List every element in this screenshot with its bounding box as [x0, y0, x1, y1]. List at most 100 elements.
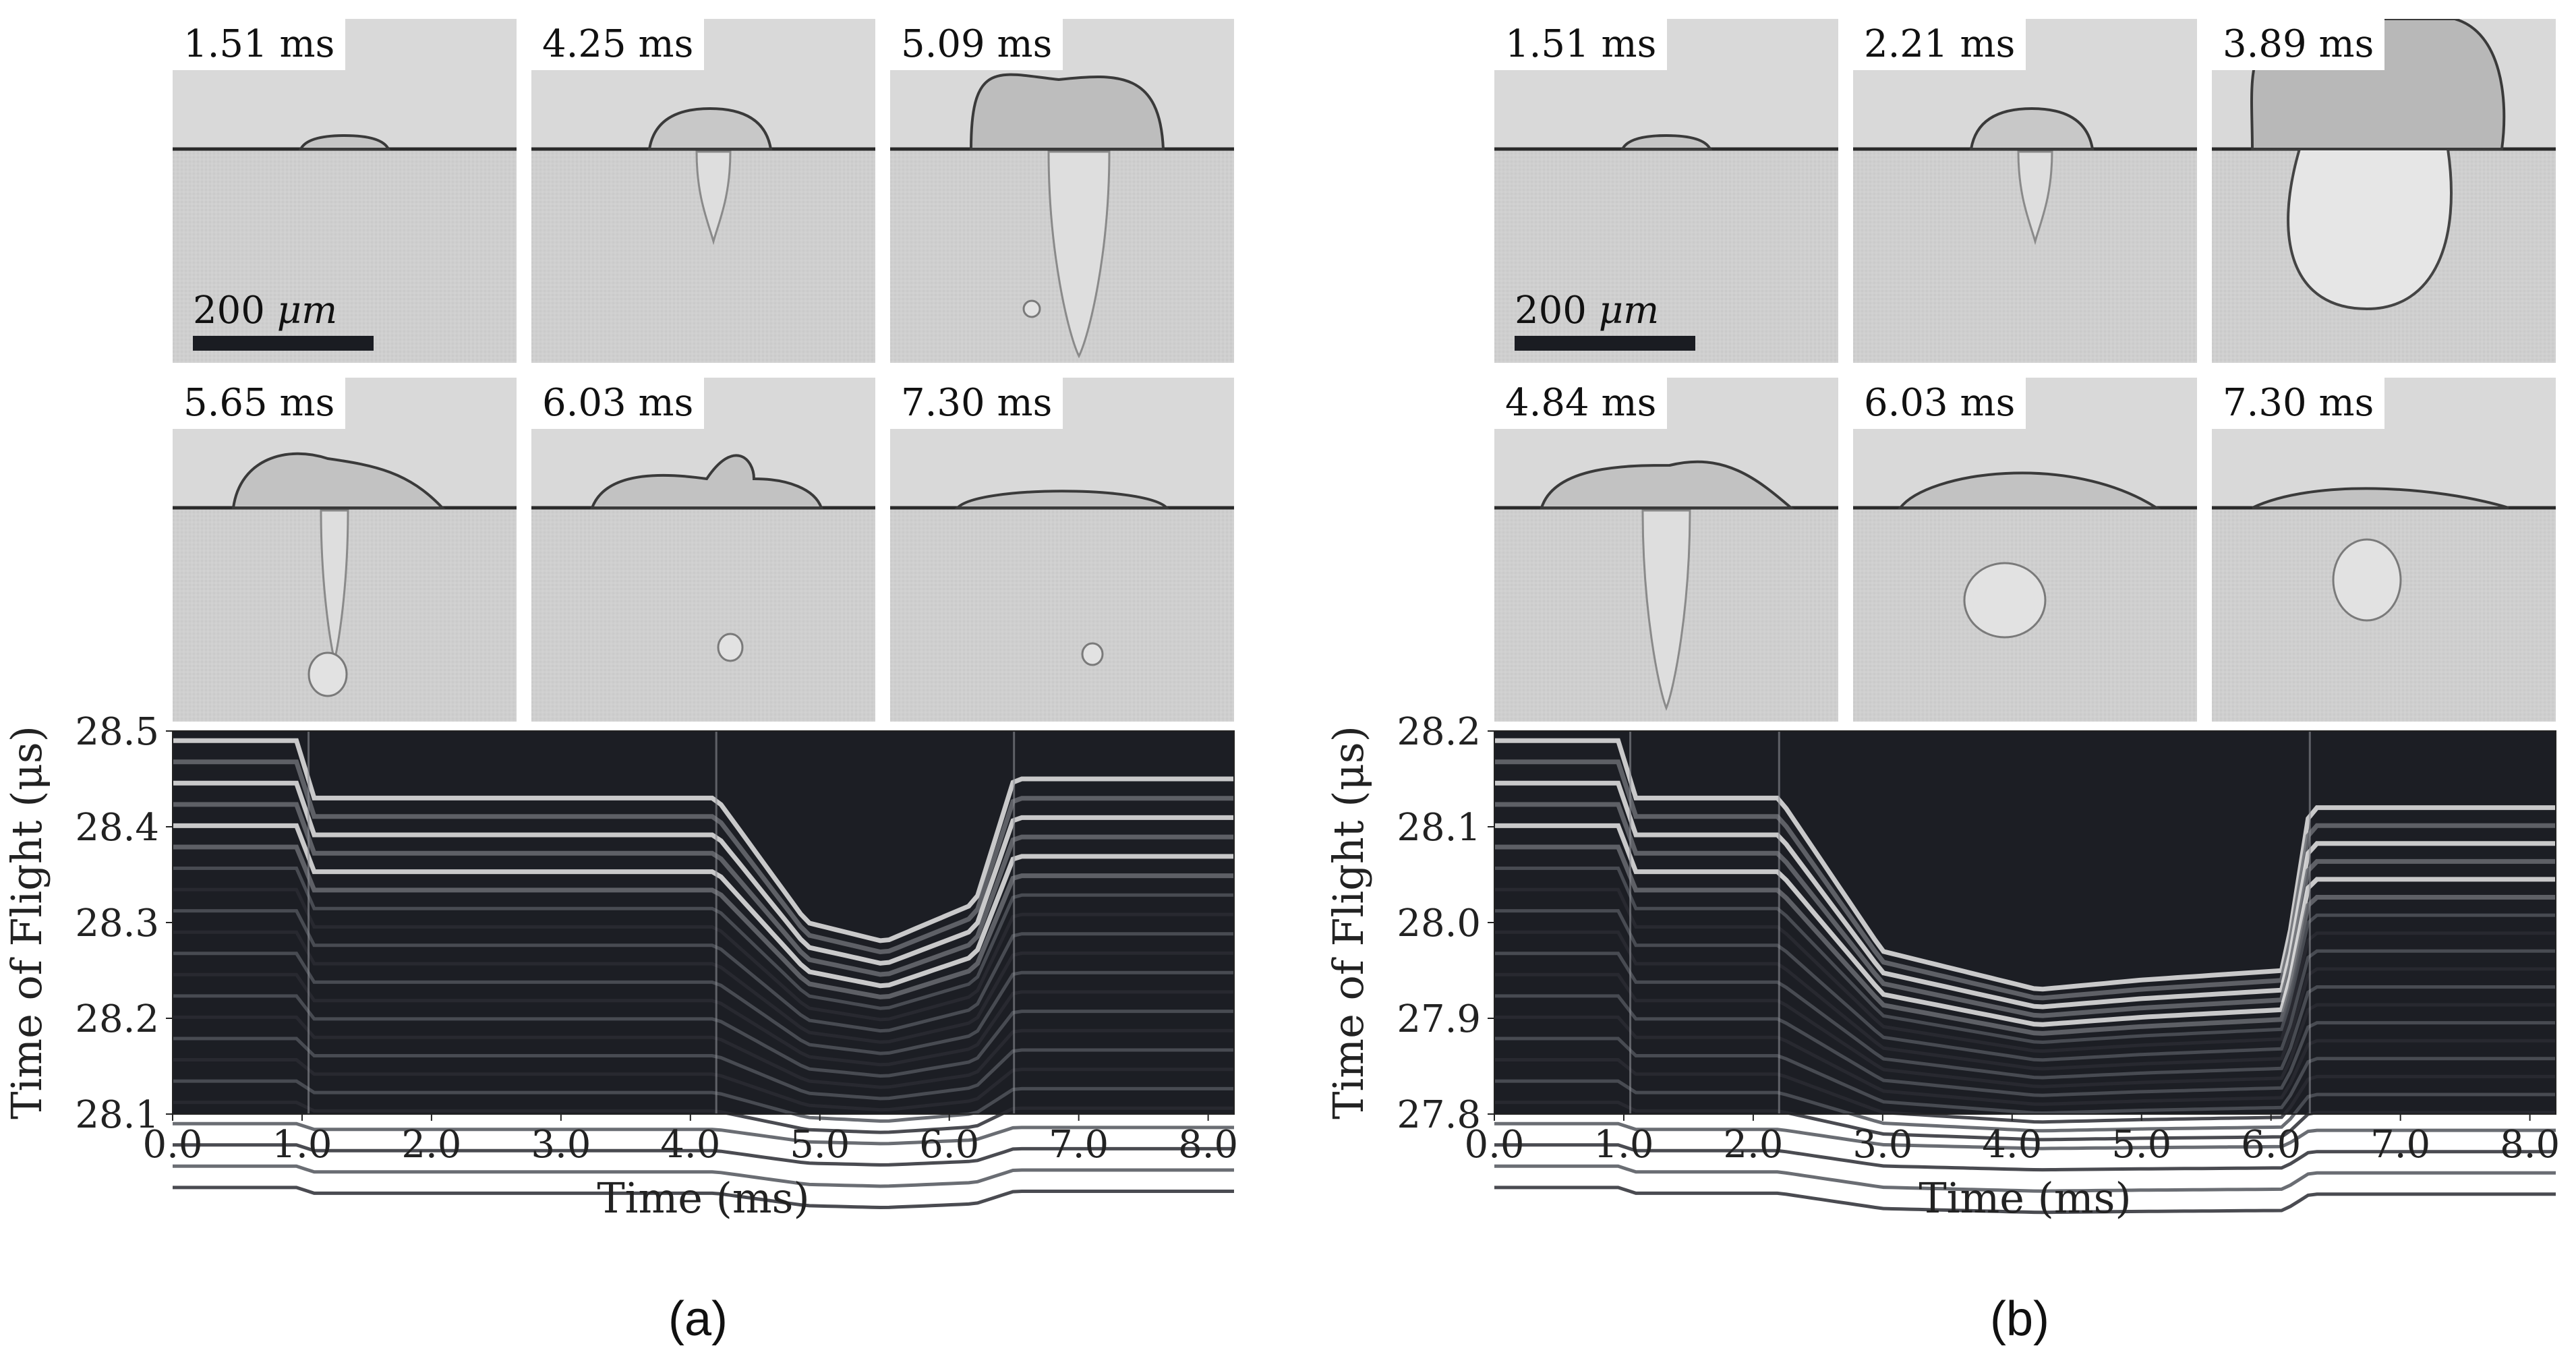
fringe-band	[1494, 1186, 2556, 1215]
scale-bar-value: 200	[1515, 289, 1587, 332]
frame-image	[2212, 378, 2556, 722]
fringe-band	[173, 1037, 1234, 1101]
fringe-band	[1494, 1058, 2556, 1124]
frame-a-4: 5.65 ms	[173, 378, 517, 722]
x-tick-label: 6.0	[2241, 1123, 2301, 1167]
fringe-band	[173, 1058, 1234, 1112]
tof-heatmap-b: 0.0 1.0 2.0 3.0 4.0 5.0 6.0 7.0 8.0 27.8 27.9 28.0 2…	[1324, 710, 2560, 1223]
scale-bar-label: 200 μm	[193, 289, 337, 332]
fringe-band	[1494, 1079, 2556, 1133]
frame-time-label: 5.65 ms	[173, 378, 346, 429]
y-tick-label: 27.8	[1397, 1093, 1481, 1137]
y-tick-label: 28.4	[75, 806, 159, 850]
x-tick-label: 1.0	[272, 1123, 332, 1167]
x-tick-label: 3.0	[531, 1123, 591, 1167]
fringe-band	[173, 1143, 1234, 1167]
frame-image	[1853, 378, 2197, 722]
x-tick-label: 5.0	[2111, 1123, 2171, 1167]
fringe-band	[173, 909, 1234, 1033]
x-tick-label: 0.0	[142, 1123, 202, 1167]
y-tick-label: 28.1	[1397, 806, 1481, 850]
frame-time-label: 5.09 ms	[890, 19, 1063, 70]
fringe-band	[1494, 972, 2556, 1088]
frame-image	[531, 19, 875, 363]
frame-a-1: 1.51 ms 200 μm	[173, 19, 517, 363]
fringe-band	[173, 952, 1234, 1055]
fringe-band	[173, 1164, 1234, 1188]
y-tick-label: 28.5	[75, 710, 159, 754]
frame-time-label: 3.89 ms	[2212, 19, 2385, 70]
frame-time-label: 6.03 ms	[1853, 378, 2026, 429]
scale-bar	[1515, 336, 1695, 351]
frame-image	[531, 378, 875, 722]
fringe-bands	[1494, 738, 2556, 1215]
fringe-band	[1494, 759, 2556, 1001]
fringe-band	[173, 802, 1234, 977]
x-tick-label: 6.0	[919, 1123, 979, 1167]
scale-bar-value: 200	[193, 289, 265, 332]
y-tick-label: 28.2	[75, 997, 159, 1041]
x-tick-label: 2.0	[401, 1123, 461, 1167]
x-tick-label: 4.0	[660, 1123, 720, 1167]
scale-bar-unit: μm	[1598, 289, 1660, 332]
frame-image	[890, 19, 1234, 363]
frame-image	[2212, 19, 2556, 363]
panel-caption-a: (a)	[668, 1292, 728, 1346]
x-tick-label: 8.0	[2500, 1123, 2560, 1167]
frame-image	[1853, 19, 2197, 363]
y-tick-label: 28.2	[1397, 710, 1481, 754]
frame-b-3: 3.89 ms	[2212, 19, 2556, 363]
fringe-band	[1494, 867, 2556, 1045]
frame-time-label: 4.25 ms	[531, 19, 705, 70]
frame-image	[890, 378, 1234, 722]
fringe-band	[1494, 1101, 2556, 1142]
fringe-band	[1494, 1037, 2556, 1115]
fringe-band	[173, 1079, 1234, 1123]
fringe-band	[173, 780, 1234, 966]
frame-a-6: 7.30 ms	[890, 378, 1234, 722]
frame-time-label: 7.30 ms	[890, 378, 1063, 429]
frame-b-1: 1.51 ms 200 μm	[1494, 19, 1838, 363]
y-tick-label: 27.9	[1397, 997, 1481, 1041]
fringe-band	[173, 823, 1234, 989]
fringe-bands	[173, 738, 1234, 1210]
frame-b-6: 7.30 ms	[2212, 378, 2556, 722]
fringe-band	[173, 930, 1234, 1044]
x-tick-label: 4.0	[1982, 1123, 2042, 1167]
fringe-band	[1494, 802, 2556, 1018]
frame-a-2: 4.25 ms	[531, 19, 875, 363]
frame-time-label: 2.21 ms	[1853, 19, 2026, 70]
fringe-band	[1494, 844, 2556, 1036]
heatmap-svg: 0.0 1.0 2.0 3.0 4.0 5.0 6.0 7.0 8.0 27.8 27.9 28.0 2…	[1324, 710, 2560, 1223]
frame-b-5: 6.03 ms	[1853, 378, 2197, 722]
fringe-band	[173, 867, 1234, 1010]
panel-a: 1.51 ms 200 μm 4.25 ms 5.09 ms 5.65 ms 6.03 m…	[2, 19, 1238, 1346]
x-tick-label: 7.0	[2370, 1123, 2430, 1167]
fringe-band	[173, 1186, 1234, 1210]
heatmap-svg: 0.0 1.0 2.0 3.0 4.0 5.0 6.0 7.0 8.0 28.1 28.2 28.3 2…	[2, 710, 1238, 1223]
frame-time-label: 4.84 ms	[1494, 378, 1668, 429]
y-tick-label: 28.3	[75, 902, 159, 945]
x-tick-label: 8.0	[1178, 1123, 1238, 1167]
fringe-band	[173, 887, 1234, 1022]
fringe-band	[1494, 1015, 2556, 1106]
frame-image	[1494, 378, 1838, 722]
fringe-band	[1494, 1164, 2556, 1193]
fringe-band	[1494, 823, 2556, 1027]
frame-a-3: 5.09 ms	[890, 19, 1234, 363]
frame-time-label: 6.03 ms	[531, 378, 705, 429]
x-axis-label: Time (ms)	[597, 1173, 809, 1223]
x-tick-label: 0.0	[1464, 1123, 1524, 1167]
image-sequence-a: 1.51 ms 200 μm 4.25 ms 5.09 ms 5.65 ms 6.03 m…	[173, 19, 1234, 722]
fringe-band	[173, 1101, 1234, 1134]
fringe-band	[173, 1015, 1234, 1089]
fringe-band	[1494, 1121, 2556, 1150]
x-axis-label: Time (ms)	[1919, 1173, 2131, 1223]
fringe-band	[173, 759, 1234, 955]
panel-caption-b: (b)	[1990, 1292, 2049, 1346]
frame-a-5: 6.03 ms	[531, 378, 875, 722]
fringe-band	[1494, 909, 2556, 1062]
fringe-band	[173, 1121, 1234, 1146]
frame-time-label: 1.51 ms	[173, 19, 346, 70]
fringe-band	[1494, 994, 2556, 1097]
